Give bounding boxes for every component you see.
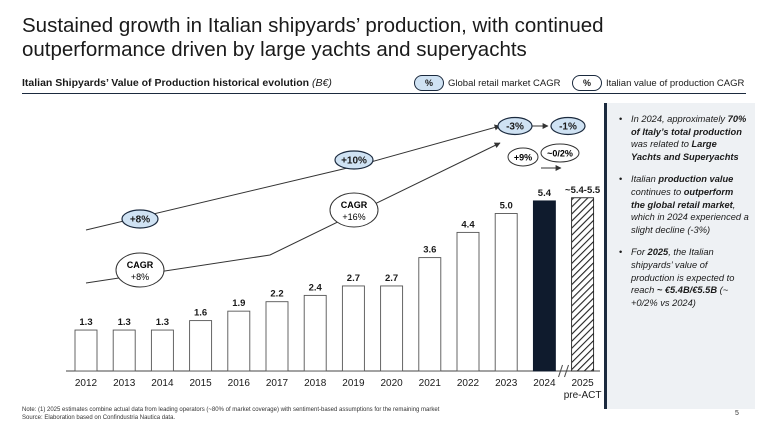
legend-global-pill: % xyxy=(414,75,444,91)
italian-cagr-value: ~0/2% xyxy=(547,149,573,159)
header-rule xyxy=(22,93,746,94)
footnote-source: Source: Elaboration based on Confindustr… xyxy=(22,414,176,421)
data-label: 5.0 xyxy=(500,201,513,212)
x-tick-label: 2023 xyxy=(495,378,518,389)
data-label: 1.9 xyxy=(232,298,245,309)
insight-text: In 2024, approximately xyxy=(631,114,728,124)
insight-text: Italian xyxy=(631,174,659,185)
page-title: Sustained growth in Italian shipyards’ p… xyxy=(22,14,604,61)
global-cagr-pill xyxy=(121,209,159,229)
x-tick-label: 2015 xyxy=(189,378,212,389)
bar xyxy=(494,213,518,372)
insight-text: , the Italian shipyards’ value of produc… xyxy=(631,247,735,296)
x-tick-label: 2019 xyxy=(342,378,365,389)
page-number: 5 xyxy=(735,410,739,417)
insight-text: (~ +0/2% vs 2024) xyxy=(631,285,729,308)
data-label: 1.3 xyxy=(79,317,92,328)
x-tick-label-extra: pre-ACT xyxy=(564,390,602,401)
global-cagr-pill xyxy=(334,150,374,170)
insight-text: 70% of Italy’s total production xyxy=(631,114,747,137)
x-tick-label: 2018 xyxy=(304,378,327,389)
data-label: ~5.4-5.5 xyxy=(565,185,601,196)
italian-cagr-oval xyxy=(329,192,379,228)
bar xyxy=(456,231,480,372)
bar xyxy=(418,257,442,372)
bar xyxy=(303,294,327,372)
chart-unit: (B€) xyxy=(311,77,332,89)
insight-text: ~ €5.4B/€5.5B xyxy=(656,285,718,296)
data-label: 2.7 xyxy=(385,273,398,284)
bar-chart: 1.3 2012 1.3 2013 1.3 2014 1.6 2015 1.9 2016 2.2 20… xyxy=(66,116,602,401)
legend-italian-pill: % xyxy=(572,75,602,91)
axis-break xyxy=(564,364,569,378)
global-cagr-pill-text: +10% xyxy=(341,156,367,167)
bar xyxy=(112,329,136,372)
bar xyxy=(189,320,213,372)
bar xyxy=(265,301,289,372)
global-cagr-pill xyxy=(550,116,586,136)
x-tick-label: 2016 xyxy=(228,378,251,389)
global-cagr-pill-text: -1% xyxy=(559,122,577,133)
italian-cagr-label: CAGR xyxy=(341,200,368,210)
bar xyxy=(150,329,174,372)
insights-panel: In 2024, approximately 70% of Italy’s to… xyxy=(604,103,755,409)
insight-text: 2025 xyxy=(647,247,669,258)
data-label: 1.6 xyxy=(194,308,207,319)
insight-text: production value xyxy=(658,174,734,185)
x-tick-label: 2025 xyxy=(571,378,594,389)
data-label: 1.3 xyxy=(118,317,131,328)
bar xyxy=(74,329,98,372)
insight-bullet: In 2024, approximately 70% of Italy’s to… xyxy=(619,113,755,163)
data-label: 2.2 xyxy=(270,289,283,300)
x-tick-label: 2024 xyxy=(533,378,556,389)
insight-text: Large Yachts and Superyachts xyxy=(631,139,739,162)
data-label: 2.4 xyxy=(309,282,323,293)
insight-bullet: For 2025, the Italian shipyards’ value o… xyxy=(619,246,755,309)
x-tick-label: 2022 xyxy=(457,378,480,389)
global-cagr-pill-text: -3% xyxy=(506,122,524,133)
legend-global-label: Global retail market CAGR xyxy=(448,78,561,89)
insight-text: For xyxy=(631,247,648,258)
data-label: 2.7 xyxy=(347,273,360,284)
bar xyxy=(380,285,404,372)
italian-cagr-value: +9% xyxy=(514,153,532,163)
footnote-note: Note: (1) 2025 estimates combine actual … xyxy=(22,407,440,413)
data-label: 4.4 xyxy=(461,219,475,230)
insight-text: , which in 2024 experienced a slight dec… xyxy=(631,199,749,235)
x-tick-label: 2021 xyxy=(419,378,442,389)
x-tick-label: 2012 xyxy=(75,378,98,389)
italian-cagr-oval xyxy=(507,147,539,167)
insight-text: outperform the global retail market xyxy=(631,186,734,210)
data-label: 3.6 xyxy=(423,245,436,256)
global-cagr-pill xyxy=(497,116,533,136)
global-cagr-pill-text: +8% xyxy=(130,215,150,226)
insight-text: was related to xyxy=(631,139,692,150)
italian-cagr-value: +8% xyxy=(131,272,149,282)
data-label: 5.4 xyxy=(538,188,552,199)
chart-subtitle: Italian Shipyards’ Value of Production h… xyxy=(22,77,332,89)
bar xyxy=(571,197,595,372)
x-tick-label: 2020 xyxy=(380,378,403,389)
axis-break xyxy=(558,364,563,378)
bar xyxy=(227,310,251,372)
x-tick-label: 2014 xyxy=(151,378,174,389)
data-label: 1.3 xyxy=(156,317,169,328)
italian-cagr-oval xyxy=(115,252,165,288)
bar xyxy=(532,200,556,372)
chart-subtitle-text: Italian Shipyards’ Value of Production h… xyxy=(22,77,310,89)
italian-cagr-label: CAGR xyxy=(127,260,154,270)
x-tick-label: 2013 xyxy=(113,378,136,389)
italian-cagr-oval xyxy=(540,143,580,163)
insight-text: continues to xyxy=(631,186,684,197)
x-tick-label: 2017 xyxy=(266,378,289,389)
italian-cagr-value: +16% xyxy=(342,212,365,222)
footnote: Note: (1) 2025 estimates combine actual … xyxy=(22,407,439,422)
bar xyxy=(341,285,365,372)
insight-bullet: Italian production value continues to ou… xyxy=(619,173,755,236)
legend-italian-label: Italian value of production CAGR xyxy=(606,78,745,89)
insights-list: In 2024, approximately 70% of Italy’s to… xyxy=(607,113,755,309)
